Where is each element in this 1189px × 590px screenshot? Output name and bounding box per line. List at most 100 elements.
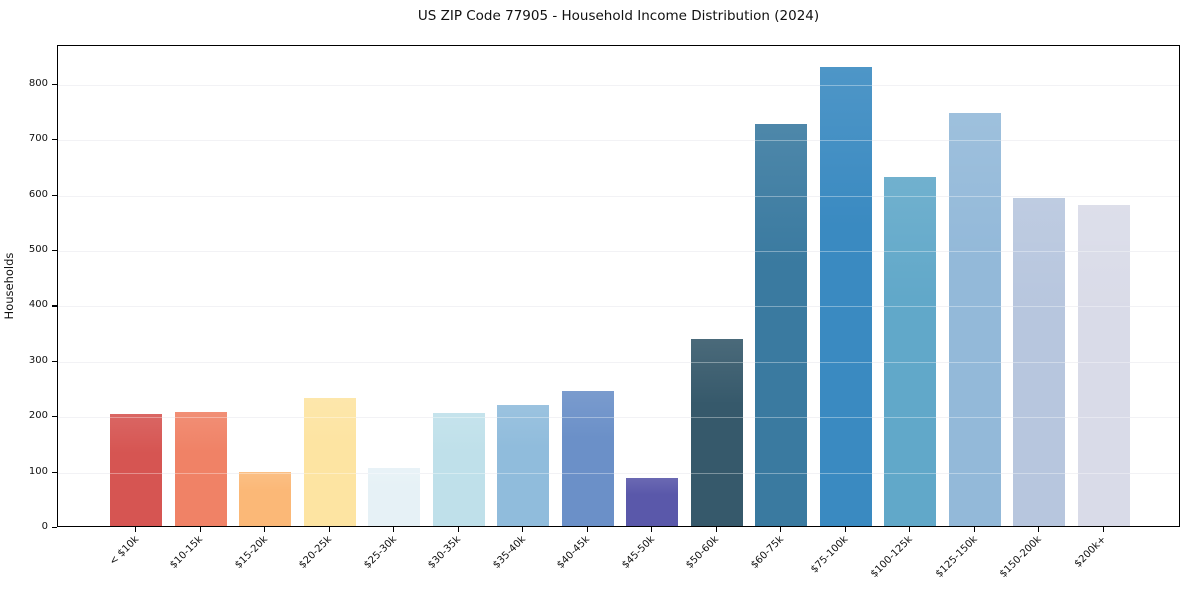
y-tick-mark: [52, 250, 57, 252]
gridline: [58, 472, 1179, 474]
gridline: [58, 361, 1179, 363]
x-tick-mark: [199, 527, 201, 532]
gridline-overlay: [58, 417, 1179, 419]
bar-$20-25k: [303, 398, 356, 526]
bar-sheen: [174, 411, 227, 526]
x-tick-mark: [586, 527, 588, 532]
x-tick-label: $150-200k: [997, 534, 1044, 580]
y-tick-mark: [52, 471, 57, 473]
bar-$35-40k: [497, 404, 549, 526]
x-tick-mark: [1102, 527, 1104, 532]
bar-sheen: [239, 471, 291, 526]
bar-$15-20k: [239, 471, 291, 526]
bar-sheen: [1013, 198, 1065, 526]
bar-$60-75k: [755, 124, 807, 526]
x-tick-label: $40-45k: [555, 534, 593, 571]
y-tick-label: 300: [28, 354, 48, 366]
y-tick-label: 800: [28, 77, 48, 89]
bar-$200k+: [1077, 204, 1130, 526]
bar-$150-200k: [1013, 198, 1065, 526]
gridline-overlay: [58, 361, 1179, 363]
y-tick-label: 100: [28, 465, 48, 477]
x-tick-mark: [715, 527, 717, 532]
bar-sheen: [110, 413, 162, 526]
y-tick-label: 0: [41, 521, 48, 532]
bar-$40-45k: [561, 390, 614, 526]
gridline-overlay: [58, 306, 1179, 308]
gridline-overlay: [58, 84, 1179, 86]
gridline-overlay: [58, 251, 1179, 252]
bar-$10-15k: [174, 411, 227, 526]
x-tick-mark: [457, 527, 459, 532]
y-tick-mark: [52, 139, 57, 141]
gridline-overlay: [58, 472, 1179, 474]
x-tick-label: $75-100k: [808, 534, 851, 576]
bar-$45-50k: [626, 477, 678, 526]
gridline: [58, 140, 1179, 142]
x-tick-label: $200k+: [1072, 534, 1109, 570]
x-tick-label: $15-20k: [232, 534, 270, 571]
x-tick-label: $30-35k: [426, 534, 464, 571]
x-tick-mark: [393, 527, 395, 532]
gridline: [58, 84, 1179, 86]
y-tick-mark: [52, 305, 57, 307]
bar-sheen: [303, 398, 356, 526]
x-tick-label: $10-15k: [168, 534, 206, 571]
chart-title: US ZIP Code 77905 - Household Income Dis…: [417, 8, 820, 24]
bar-sheen: [819, 67, 872, 526]
y-tick-mark: [52, 527, 57, 529]
bar-sheen: [690, 338, 743, 526]
y-tick-mark: [52, 83, 57, 85]
bar-sheen: [626, 477, 678, 526]
y-tick-mark: [52, 194, 57, 196]
bar-$30-35k: [432, 413, 485, 526]
x-tick-label: $20-25k: [297, 534, 335, 571]
x-tick-label: $60-75k: [748, 534, 786, 571]
x-tick-mark: [264, 527, 266, 532]
y-tick-label: 200: [28, 410, 48, 422]
bar-< $10k: [110, 413, 162, 526]
x-tick-label: $100-125k: [868, 534, 915, 580]
bar-sheen: [884, 177, 936, 526]
bar-sheen: [368, 468, 420, 526]
x-tick-mark: [1038, 527, 1040, 532]
y-axis-label: Households: [2, 252, 16, 320]
gridline-overlay: [58, 140, 1179, 142]
bar-sheen: [497, 404, 549, 526]
x-tick-mark: [844, 527, 846, 532]
gridline: [58, 195, 1179, 197]
bar-sheen: [948, 113, 1001, 526]
gridline: [58, 417, 1179, 419]
bar-$25-30k: [368, 468, 420, 526]
x-tick-label: $25-30k: [361, 534, 399, 571]
bar-sheen: [432, 413, 485, 526]
bar-$75-100k: [819, 67, 872, 526]
y-tick-label: 400: [28, 299, 48, 311]
x-tick-label: < $10k: [107, 534, 141, 568]
gridline: [58, 306, 1179, 308]
bar-sheen: [1077, 204, 1130, 526]
x-tick-mark: [909, 527, 911, 532]
x-tick-label: $50-60k: [684, 534, 722, 571]
x-tick-mark: [135, 527, 137, 532]
x-tick-label: $125-150k: [933, 534, 980, 580]
x-tick-label: $35-40k: [490, 534, 528, 571]
bar-$100-125k: [884, 177, 936, 526]
x-tick-mark: [780, 527, 782, 532]
plot-area: [57, 45, 1180, 527]
y-tick-label: 600: [28, 188, 48, 200]
x-tick-label: $45-50k: [619, 534, 657, 571]
x-tick-mark: [328, 527, 330, 532]
y-tick-label: 500: [28, 244, 48, 255]
y-tick-label: 700: [28, 133, 48, 145]
gridline: [58, 251, 1179, 252]
x-tick-mark: [522, 527, 524, 532]
gridline-overlay: [58, 195, 1179, 197]
bar-sheen: [561, 390, 614, 526]
y-tick-mark: [52, 360, 57, 362]
bar-sheen: [755, 124, 807, 526]
y-tick-mark: [52, 416, 57, 418]
bar-$125-150k: [948, 113, 1001, 526]
x-tick-mark: [973, 527, 975, 532]
